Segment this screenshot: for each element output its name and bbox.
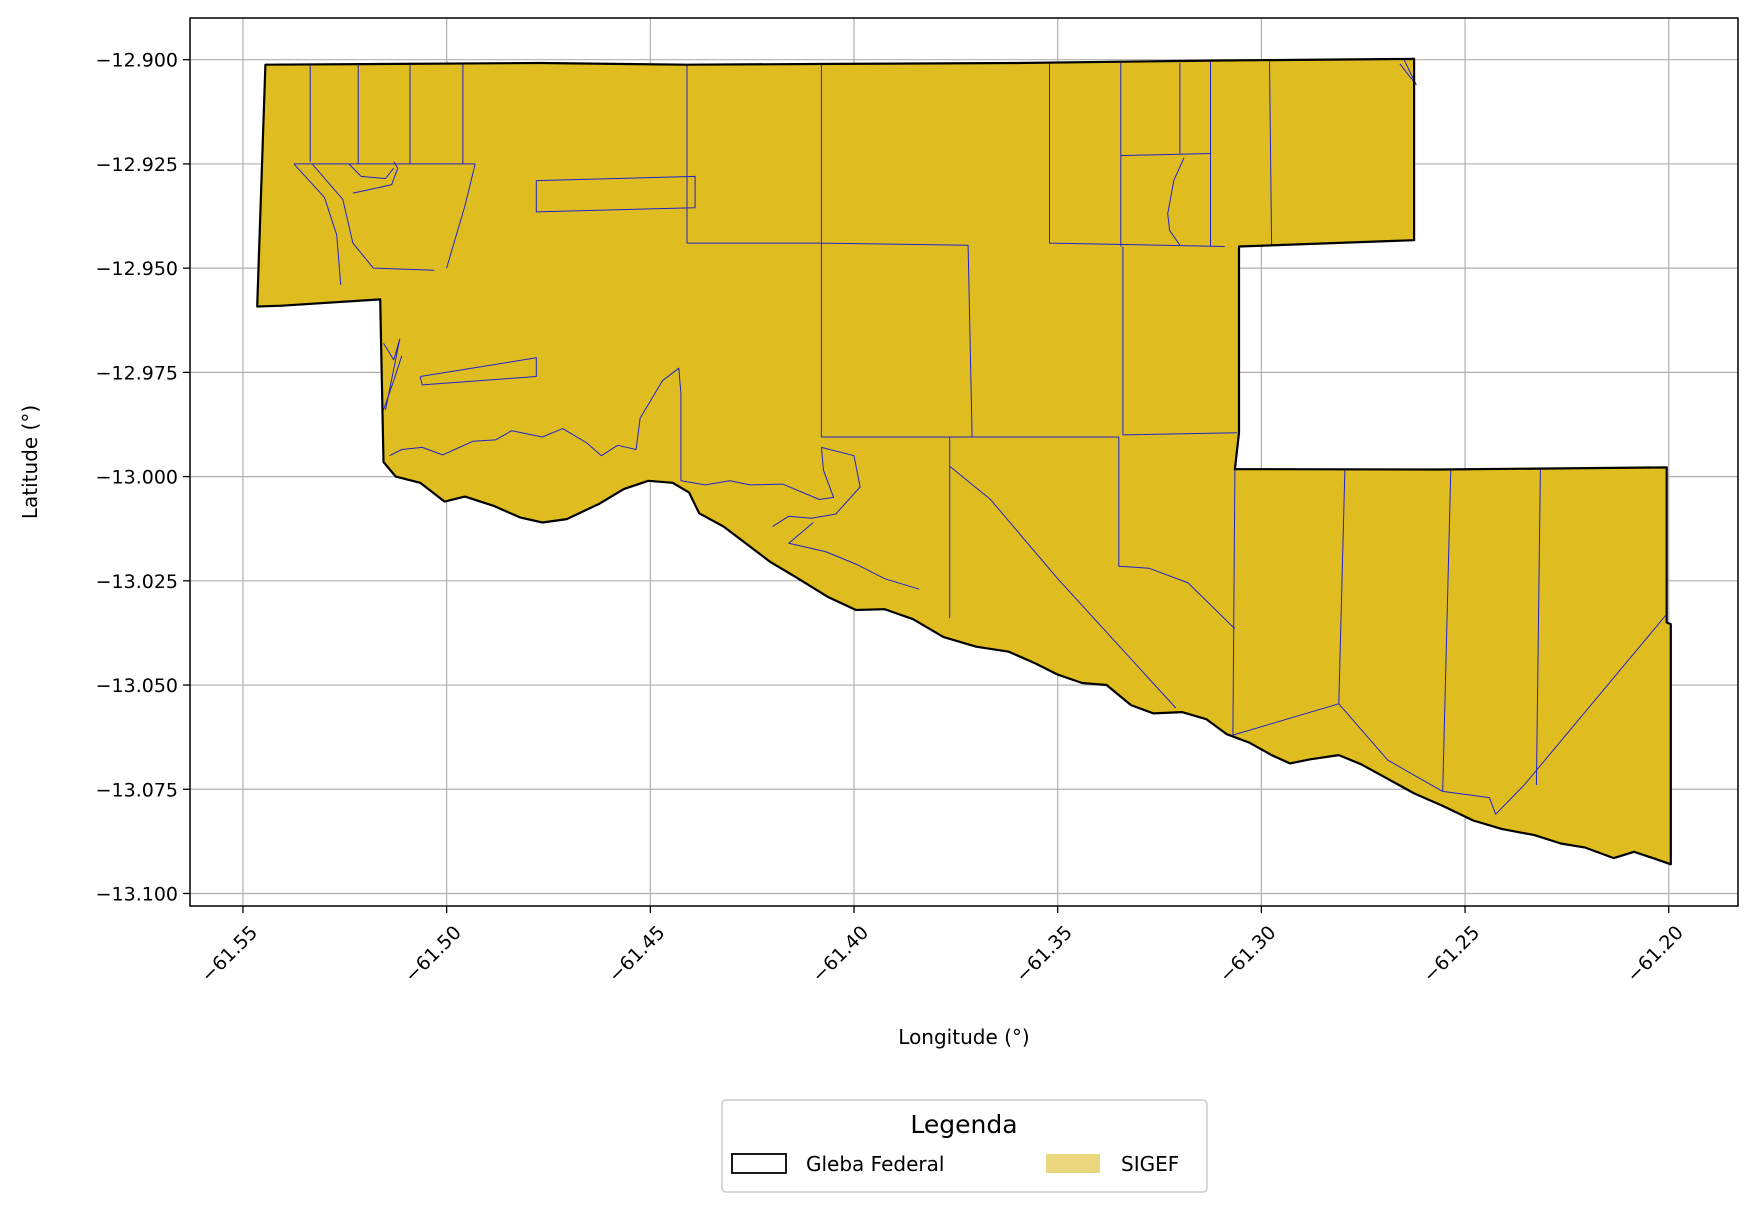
sigef-parcel-line-13: [1049, 63, 1225, 247]
sigef-parcel-line-12: [687, 63, 973, 438]
sigef-parcel-line-26: [680, 447, 835, 500]
sigef-parcels-fill: [257, 58, 1671, 865]
sigef-parcel-line-27: [772, 446, 861, 528]
sigef-parcel-line-5: [293, 163, 342, 285]
sigef-parcel-line-37: [1495, 613, 1668, 815]
y-tick-label-3: −12.975: [96, 362, 178, 384]
y-tick-label-1: −12.925: [96, 154, 178, 176]
y-tick-label-0: −12.900: [96, 50, 178, 72]
sigef-parcel-line-10: [535, 175, 696, 213]
y-tick-label-2: −12.950: [96, 258, 178, 280]
sigef-parcel-line-35: [1442, 469, 1452, 792]
gleba-federal-boundary: [256, 57, 1672, 866]
sigef-parcel-line-32: [1232, 469, 1236, 736]
legend-swatch-gleba-federal: [731, 1153, 787, 1174]
y-tick-label-4: −13.000: [96, 467, 178, 489]
y-tick-label-7: −13.075: [96, 779, 178, 801]
sigef-parcel-line-30: [949, 436, 1236, 630]
y-axis-label: Latitude (°): [18, 405, 42, 519]
sigef-parcel-line-23: [383, 355, 403, 411]
y-tick-label-5: −13.025: [96, 571, 178, 593]
sigef-parcel-line-25: [419, 357, 537, 386]
sigef-parcel-line-6: [311, 163, 435, 271]
sigef-parcel-line-28: [788, 522, 920, 590]
sigef-parcel-line-22: [383, 338, 401, 410]
sigef-parcel-line-31: [949, 465, 1177, 709]
y-tick-label-6: −13.050: [96, 675, 178, 697]
sigef-parcel-line-9: [446, 163, 476, 269]
sigef-parcel-line-8: [352, 161, 399, 194]
sigef-parcel-line-34: [1338, 469, 1346, 704]
sigef-parcel-line-24: [389, 367, 682, 481]
sigef-parcel-line-19: [1167, 157, 1185, 246]
legend-label-sigef: SIGEF: [1121, 1152, 1179, 1176]
y-tick-label-8: −13.100: [96, 883, 178, 905]
y-axis-ticks: −12.900 −12.925 −12.950 −12.975 −13.000 −13.0…: [96, 50, 190, 905]
sigef-parcel-boundaries: [293, 59, 1668, 815]
sigef-parcel-line-36: [1535, 468, 1541, 786]
sigef-parcel-line-18: [1120, 153, 1211, 157]
sigef-parcel-line-17: [1269, 60, 1273, 246]
x-axis-label: Longitude (°): [898, 1025, 1029, 1049]
legend-title: Legenda: [910, 1110, 1017, 1139]
legend-swatch-sigef: [1046, 1154, 1100, 1173]
legend: Legenda Gleba Federal SIGEF: [721, 1099, 1208, 1193]
sigef-parcel-line-20: [1399, 59, 1417, 86]
legend-label-gleba-federal: Gleba Federal: [806, 1152, 944, 1176]
map-layer: [256, 57, 1672, 866]
sigef-parcel-line-21: [1122, 246, 1237, 436]
plot-frame: [189, 17, 1739, 907]
sigef-parcel-line-33: [1232, 703, 1497, 815]
sigef-parcel-line-7: [348, 163, 395, 179]
